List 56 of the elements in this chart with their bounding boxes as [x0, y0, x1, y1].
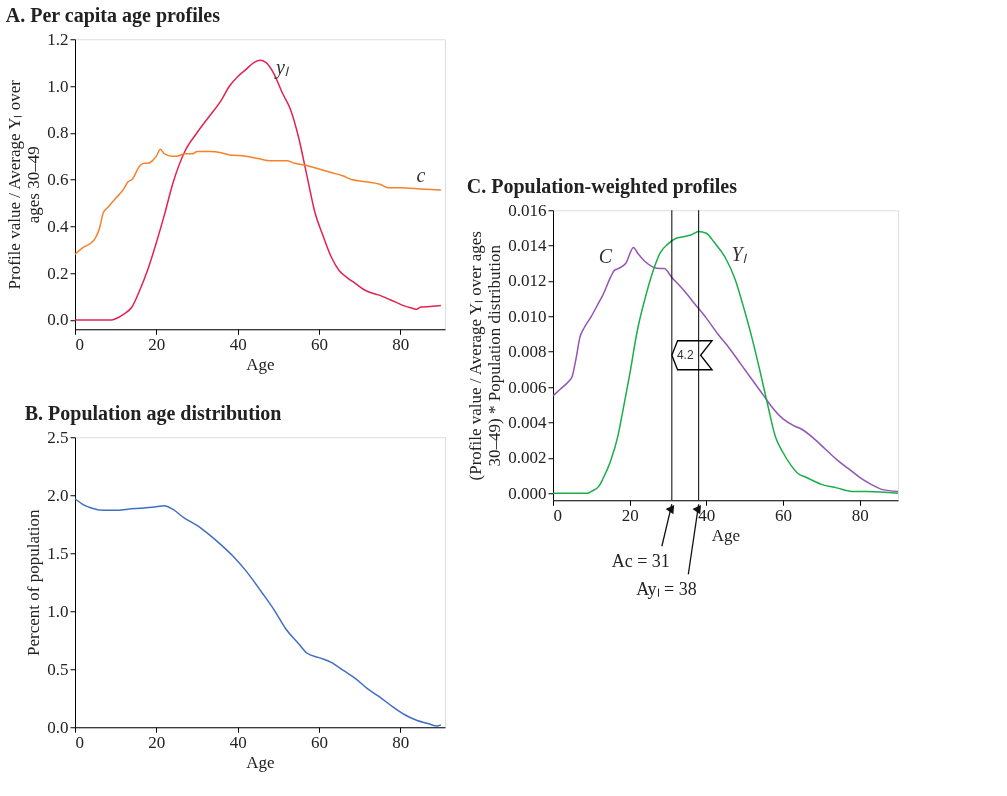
y-tick-label: 0.002	[508, 448, 547, 468]
y-axis-title: Percent of population	[24, 509, 44, 656]
chart-title: C. Population-weighted profiles	[466, 175, 738, 199]
ref-line-label: Ayₗ = 38	[636, 579, 697, 600]
x-tick-label: 80	[851, 505, 869, 525]
y-tick-label: 0.6	[47, 170, 69, 190]
line-series	[74, 59, 442, 321]
y-tick-label: 0.016	[508, 200, 547, 220]
line-series	[74, 497, 442, 727]
x-axis-title: Age	[246, 752, 275, 772]
y-tick-label: 0.8	[47, 123, 69, 143]
x-axis-title: Age	[711, 525, 741, 545]
x-tick-label: 40	[229, 334, 247, 354]
x-tick-label: 40	[698, 505, 716, 525]
x-tick-label: 60	[310, 334, 328, 354]
y-tick-label: 0.0	[47, 310, 69, 330]
y-axis-title: (Profile value / Average Yₗ over ages 30–49) * Population distribution	[466, 231, 505, 481]
x-tick-label: 20	[148, 732, 166, 752]
ref-line-label: Ac = 31	[611, 551, 670, 572]
x-tick-label: 40	[229, 732, 247, 752]
y-tick-label: 0.006	[508, 377, 547, 397]
series-label: Yₗ	[731, 243, 748, 266]
y-tick-label: 0.000	[508, 483, 547, 503]
x-tick-label: 20	[148, 334, 166, 354]
y-tick-label: 1.5	[47, 543, 69, 563]
y-tick-label: 0.012	[508, 271, 547, 291]
y-tick-label: 0.004	[508, 412, 547, 432]
y-tick-label: 0.014	[508, 236, 547, 256]
y-tick-label: 1.2	[47, 29, 69, 49]
x-tick-label: 20	[621, 505, 639, 525]
y-tick-label: 0.2	[47, 263, 69, 283]
x-tick-label: 60	[310, 732, 328, 752]
line-series	[74, 148, 442, 256]
y-tick-label: 0.4	[47, 216, 69, 236]
y-tick-label: 0.010	[508, 306, 547, 326]
y-tick-label: 2.0	[47, 485, 69, 505]
series-label: c	[416, 164, 426, 187]
x-tick-label: 0	[553, 505, 562, 525]
x-tick-label: 80	[392, 732, 410, 752]
y-tick-label: 0.5	[47, 659, 69, 679]
x-tick-label: 80	[392, 334, 410, 354]
y-tick-label: 1.0	[47, 601, 69, 621]
series-label: yₗ	[274, 56, 290, 80]
annotation: 4.2	[676, 348, 694, 363]
chart-title: A. Per capita age profiles	[5, 4, 221, 28]
y-tick-label: 2.5	[47, 427, 69, 447]
y-tick-label: 0.008	[508, 342, 547, 362]
x-axis-title: Age	[246, 354, 275, 374]
chart-title: B. Population age distribution	[24, 402, 282, 426]
x-tick-label: 0	[75, 334, 84, 354]
series-label: C	[598, 245, 613, 268]
y-tick-label: 0.0	[47, 717, 69, 737]
y-tick-label: 1.0	[47, 76, 69, 96]
x-tick-label: 60	[775, 505, 792, 525]
y-axis-title: Profile value / Average Yₗ over ages 30–49	[5, 79, 44, 290]
x-tick-label: 0	[75, 732, 84, 752]
